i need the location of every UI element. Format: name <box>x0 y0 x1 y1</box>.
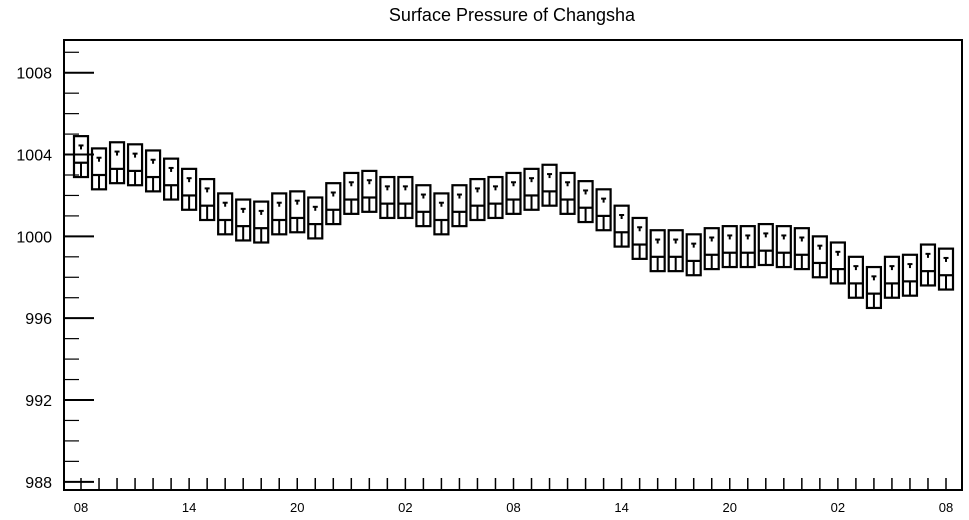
box-41 <box>811 235 828 279</box>
x-tick-label: 20 <box>290 500 304 515</box>
y-tick-label: 988 <box>25 475 52 492</box>
y-tick-label: 996 <box>25 311 52 328</box>
box-body <box>667 229 684 273</box>
y-tick-label: 1004 <box>16 148 52 165</box>
box-36 <box>721 225 738 269</box>
box-11 <box>271 192 288 236</box>
box-12 <box>289 190 306 234</box>
box-42 <box>829 241 846 285</box>
box-44 <box>865 265 883 310</box>
y-tick-label: 1008 <box>16 66 52 83</box>
box-6 <box>181 167 198 211</box>
box-7 <box>199 177 216 222</box>
box-13 <box>307 196 324 240</box>
box-10 <box>253 200 270 244</box>
box-0 <box>72 135 90 179</box>
y-tick-label: 992 <box>25 393 52 410</box>
box-32 <box>649 229 666 273</box>
box-29 <box>595 188 612 232</box>
box-33 <box>667 229 684 273</box>
box-17 <box>379 175 396 220</box>
box-31 <box>631 216 648 260</box>
x-tick-label: 02 <box>398 500 412 515</box>
box-2 <box>108 141 126 185</box>
boxes-layer <box>72 135 955 310</box>
box-body <box>775 225 792 269</box>
box-23 <box>487 175 504 220</box>
box-15 <box>343 171 360 215</box>
box-14 <box>325 182 342 226</box>
box-3 <box>126 143 144 187</box>
box-25 <box>523 167 540 211</box>
x-tick-label: 14 <box>614 500 628 515</box>
x-tick-label: 02 <box>831 500 845 515</box>
box-20 <box>433 192 450 236</box>
box-22 <box>469 177 486 222</box>
box-21 <box>451 184 468 228</box>
box-16 <box>361 169 378 213</box>
box-46 <box>901 253 919 297</box>
box-26 <box>541 163 558 207</box>
box-30 <box>613 204 630 248</box>
box-body <box>739 225 756 269</box>
x-tick-label: 14 <box>182 500 196 515</box>
box-45 <box>883 255 901 299</box>
box-24 <box>505 171 522 215</box>
box-38 <box>757 222 774 267</box>
box-34 <box>685 233 702 277</box>
box-47 <box>919 243 937 287</box>
box-18 <box>397 175 414 220</box>
box-8 <box>217 192 234 236</box>
box-40 <box>793 227 810 271</box>
box-body <box>937 247 955 291</box>
box-43 <box>847 255 864 299</box>
box-48 <box>937 247 955 291</box>
box-body <box>721 225 738 269</box>
box-27 <box>559 171 576 215</box>
box-37 <box>739 225 756 269</box>
box-4 <box>144 149 162 193</box>
x-tick-label: 08 <box>939 500 953 515</box>
box-body <box>649 229 666 273</box>
y-tick-label: 1000 <box>16 229 52 246</box>
box-5 <box>163 157 180 201</box>
box-19 <box>415 184 432 228</box>
x-tick-label: 08 <box>506 500 520 515</box>
chart-title: Surface Pressure of Changsha <box>388 5 636 25</box>
x-tick-label: 08 <box>74 500 88 515</box>
x-tick-label: 20 <box>723 500 737 515</box>
box-9 <box>235 198 252 242</box>
box-28 <box>577 180 594 224</box>
box-39 <box>775 225 792 269</box>
axes-layer: 988 992 996 1000 1004 1008 08 14 20 02 08 14 20 02 08 <box>16 39 963 515</box>
box-35 <box>703 227 720 271</box>
box-1 <box>90 147 108 191</box>
